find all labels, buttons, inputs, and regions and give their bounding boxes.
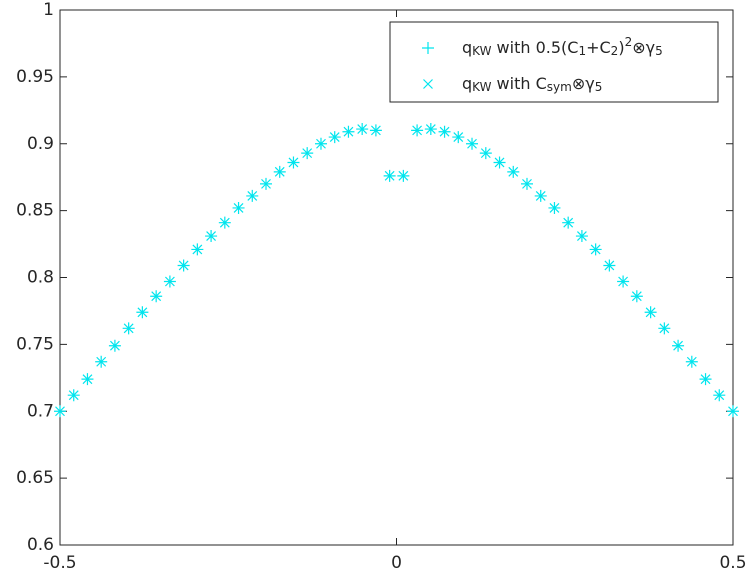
marker xyxy=(82,374,93,385)
y-tick-label: 0.9 xyxy=(27,134,54,154)
marker xyxy=(316,138,326,149)
marker xyxy=(467,138,477,149)
marker xyxy=(178,260,189,271)
marker xyxy=(412,125,423,136)
marker xyxy=(439,126,450,137)
marker xyxy=(261,178,271,189)
legend-marker xyxy=(423,79,433,89)
marker xyxy=(673,340,684,351)
marker xyxy=(219,217,230,228)
marker xyxy=(384,170,395,181)
legend-marker xyxy=(422,42,434,54)
y-tick-label: 0.65 xyxy=(16,468,54,488)
marker xyxy=(508,166,519,177)
y-tick-label: 0.85 xyxy=(16,201,54,221)
y-tick-label: 0.75 xyxy=(16,334,54,354)
x-tick-label: 0 xyxy=(391,553,402,573)
marker xyxy=(68,390,79,401)
marker xyxy=(576,231,587,241)
marker xyxy=(302,148,313,159)
y-tick-label: 0.8 xyxy=(27,268,54,288)
marker xyxy=(645,307,656,318)
marker xyxy=(164,276,175,287)
marker xyxy=(714,390,725,401)
y-tick-label: 0.7 xyxy=(27,401,54,421)
marker xyxy=(590,244,601,255)
legend: qKW with 0.5(C1+C2)2⊗γ5 qKW with Csym⊗γ5 xyxy=(389,21,719,103)
marker xyxy=(192,244,203,255)
marker xyxy=(329,132,340,142)
marker xyxy=(206,231,217,241)
marker xyxy=(535,190,546,201)
x-tick-label: 0.5 xyxy=(719,553,746,573)
legend-label: qKW with 0.5(C1+C2)2⊗γ5 xyxy=(462,35,663,58)
marker xyxy=(274,166,285,177)
marker xyxy=(728,406,738,417)
marker xyxy=(288,157,299,168)
marker xyxy=(700,374,711,385)
marker xyxy=(563,217,574,228)
marker xyxy=(631,291,642,302)
marker xyxy=(522,178,532,189)
marker xyxy=(398,170,409,181)
marker xyxy=(425,124,436,134)
marker xyxy=(123,323,134,334)
marker xyxy=(343,126,354,137)
marker xyxy=(659,323,670,334)
marker xyxy=(494,157,505,168)
y-tick-label: 0.95 xyxy=(16,67,54,87)
marker xyxy=(96,356,107,367)
marker xyxy=(604,260,615,271)
marker xyxy=(357,124,368,134)
marker xyxy=(453,132,464,142)
marker xyxy=(618,276,629,287)
x-tick-label: -0.5 xyxy=(43,553,76,573)
legend-box xyxy=(389,21,719,103)
marker xyxy=(549,203,560,213)
marker xyxy=(686,356,697,367)
marker xyxy=(480,148,491,159)
legend-label: qKW with Csym⊗γ5 xyxy=(462,74,602,95)
marker xyxy=(370,125,381,136)
y-tick-label: 1 xyxy=(43,0,54,20)
marker xyxy=(233,203,244,213)
marker xyxy=(137,307,148,318)
marker xyxy=(247,190,258,201)
y-tick-label: 0.6 xyxy=(27,535,54,555)
marker xyxy=(55,406,65,417)
marker xyxy=(109,340,120,351)
marker xyxy=(151,291,162,302)
